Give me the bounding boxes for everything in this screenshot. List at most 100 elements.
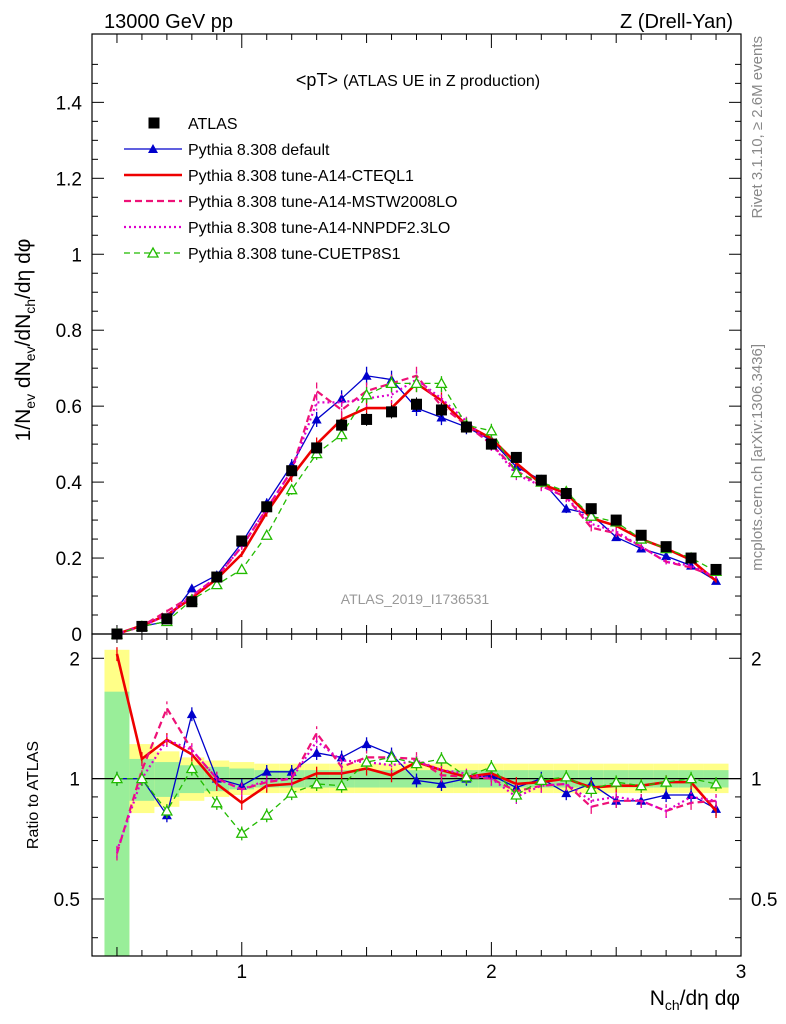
ratio-series (110, 647, 723, 861)
marker (160, 804, 173, 816)
marker (411, 775, 422, 785)
marker (335, 428, 348, 440)
marker (210, 578, 223, 590)
legend-item: Pythia 8.308 tune-A14-CTEQL1 (124, 168, 414, 185)
x-tick-label: 1 (236, 962, 247, 983)
marker (285, 786, 298, 798)
main-ylabel: 1/Nev dNev/dNch/dη dφ (12, 239, 38, 442)
marker (385, 751, 398, 763)
marker (148, 144, 158, 153)
marker (610, 775, 623, 787)
legend-item: ATLAS (148, 116, 238, 133)
marker (211, 571, 223, 583)
marker (485, 424, 498, 436)
marker (186, 583, 197, 593)
marker (111, 628, 123, 640)
marker (460, 770, 473, 782)
marker (386, 406, 398, 418)
legend-item: Pythia 8.308 default (124, 142, 330, 159)
marker (685, 552, 697, 564)
marker (361, 413, 373, 425)
marker (460, 421, 472, 433)
legend-label: Pythia 8.308 tune-A14-MSTW2008LO (188, 194, 457, 211)
marker (485, 438, 497, 450)
marker (510, 451, 522, 463)
ratio-bands (104, 649, 729, 956)
y-tick-label: 0.6 (56, 397, 82, 418)
marker (661, 551, 672, 561)
marker (485, 760, 498, 772)
y-tick-label: 0.8 (56, 321, 82, 342)
marker (436, 412, 447, 422)
x-axis-label: Nch/dη dφ (650, 987, 740, 1013)
marker (510, 466, 523, 478)
legend-label: Pythia 8.308 tune-CUETP8S1 (188, 246, 401, 263)
x-tick-label: 3 (736, 962, 747, 983)
legend-label: Pythia 8.308 tune-A14-CTEQL1 (188, 168, 414, 185)
band-inner (104, 691, 130, 956)
marker (186, 709, 197, 719)
marker (310, 777, 323, 789)
marker (360, 388, 373, 400)
marker (311, 747, 322, 757)
marker (161, 613, 173, 625)
marker (311, 414, 322, 424)
marker (311, 442, 323, 454)
marker (285, 483, 298, 495)
marker (435, 752, 448, 764)
marker (661, 789, 672, 799)
legend: ATLAS Pythia 8.308 default Pythia 8.308 tu… (124, 116, 457, 263)
y-tick-label: 0.4 (56, 473, 83, 494)
ratio-tick-label: 2 (751, 649, 762, 670)
marker (660, 541, 672, 553)
rivet-label: Rivet 3.1.10, ≥ 2.6M events (749, 36, 766, 219)
marker (260, 808, 273, 820)
marker (535, 474, 547, 486)
marker (186, 596, 198, 608)
y-tick-label: 0 (71, 625, 82, 646)
ratio-tick-label: 0.5 (54, 890, 80, 911)
marker (709, 777, 723, 789)
y-tick-label: 1 (71, 245, 82, 266)
marker (436, 778, 447, 788)
marker (560, 487, 572, 499)
marker (411, 398, 422, 410)
marker (148, 117, 160, 129)
marker (585, 783, 598, 795)
analysis-id: ATLAS_2019_I1736531 (341, 591, 490, 607)
marker (286, 465, 298, 477)
marker (410, 757, 423, 769)
x-tick-label: 2 (486, 962, 497, 983)
y-tick-label: 1.4 (56, 93, 83, 114)
panel-title: <pT> (ATLAS UE in Z production) (296, 70, 540, 90)
y-tick-label: 0.2 (56, 549, 82, 570)
marker (410, 377, 423, 389)
header-left: 13000 GeV pp (104, 11, 233, 33)
marker (210, 796, 223, 808)
ratio-tick-label: 1 (751, 770, 762, 791)
marker (261, 501, 273, 513)
marker (235, 826, 248, 838)
marker (146, 246, 160, 258)
marker (710, 563, 722, 575)
marker (635, 529, 647, 541)
marker (385, 377, 398, 389)
marker (435, 404, 447, 416)
marker (260, 528, 273, 540)
legend-label: Pythia 8.308 default (188, 142, 330, 159)
marker (684, 772, 698, 784)
marker (360, 755, 373, 767)
marker (561, 503, 572, 513)
legend-item: Pythia 8.308 tune-A14-NNPDF2.3LO (124, 220, 450, 237)
legend-item: Pythia 8.308 tune-CUETP8S1 (124, 246, 401, 263)
marker (435, 377, 448, 389)
marker (535, 774, 548, 786)
marker (110, 772, 124, 784)
header-right: Z (Drell-Yan) (620, 11, 733, 33)
marker (336, 419, 348, 431)
marker (185, 762, 198, 774)
marker (361, 739, 372, 749)
marker (236, 535, 248, 547)
ratio-tick-label: 1 (69, 770, 80, 791)
marker (585, 503, 597, 515)
